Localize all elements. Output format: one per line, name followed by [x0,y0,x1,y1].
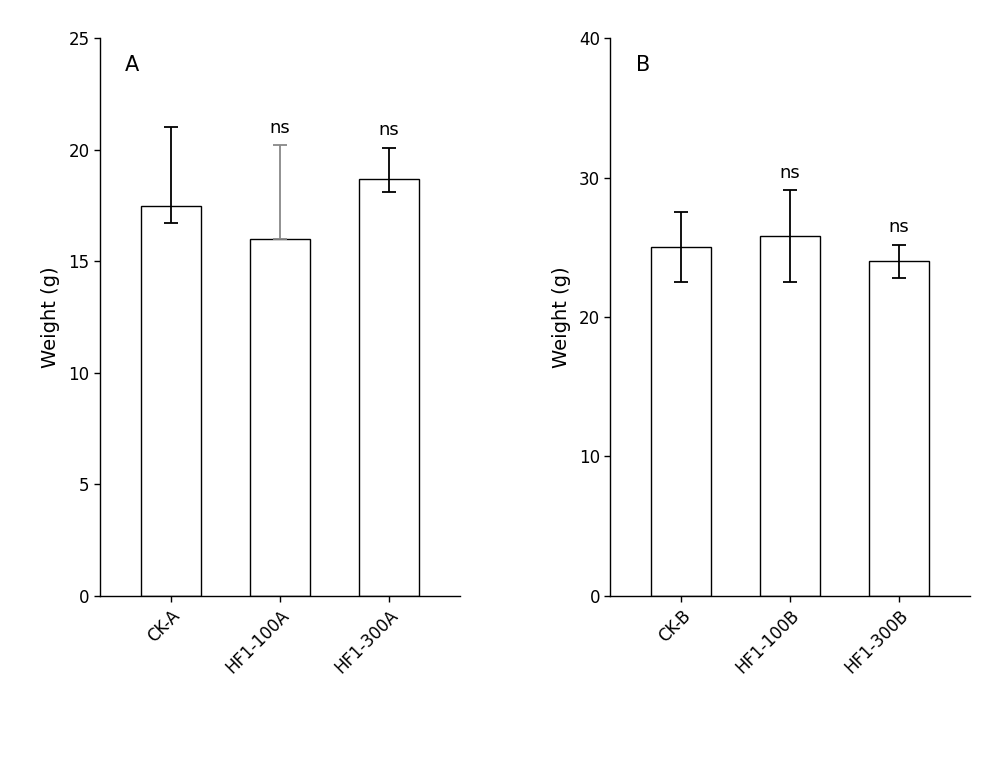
Text: ns: ns [378,121,399,139]
Text: B: B [636,55,650,75]
Bar [250,239,310,596]
Bar [760,236,820,596]
Y-axis label: Weight (g): Weight (g) [552,266,571,368]
Text: ns: ns [889,219,910,236]
Bar [359,179,419,596]
Bar [869,261,929,596]
Text: A: A [125,55,139,75]
Bar [651,248,711,596]
Text: ns: ns [269,119,290,137]
Y-axis label: Weight (g): Weight (g) [41,266,60,368]
Text: ns: ns [780,163,801,182]
Bar [141,206,201,596]
